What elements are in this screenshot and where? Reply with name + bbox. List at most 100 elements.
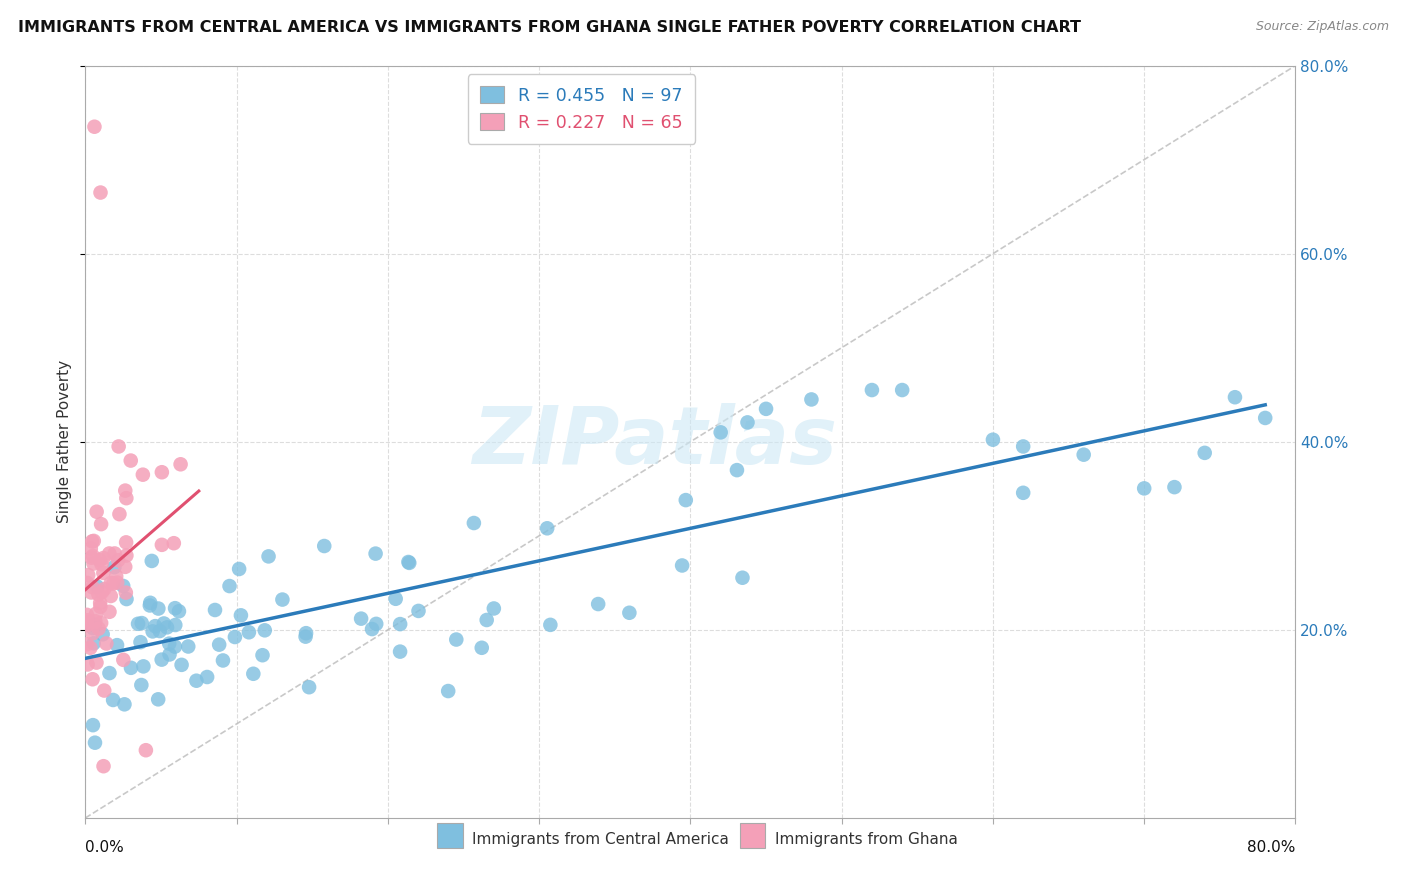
Text: Immigrants from Ghana: Immigrants from Ghana bbox=[775, 832, 957, 847]
Point bbox=[1012, 485, 1035, 500]
Point bbox=[79, 640, 101, 655]
Point bbox=[366, 616, 388, 631]
Text: 0.0%: 0.0% bbox=[86, 840, 124, 855]
Point bbox=[295, 626, 318, 640]
Point bbox=[112, 653, 135, 667]
Point bbox=[1194, 446, 1216, 460]
Point bbox=[114, 698, 136, 712]
Point bbox=[204, 603, 226, 617]
Point bbox=[471, 640, 494, 655]
Point bbox=[1163, 480, 1185, 494]
Point bbox=[364, 547, 387, 561]
Text: Immigrants from Central America: Immigrants from Central America bbox=[472, 832, 730, 847]
Point bbox=[389, 617, 412, 632]
Point bbox=[93, 551, 115, 566]
Point bbox=[139, 599, 162, 613]
Point bbox=[384, 591, 406, 606]
Point bbox=[224, 630, 246, 644]
Point bbox=[149, 624, 172, 638]
Point bbox=[177, 640, 200, 654]
Point bbox=[212, 653, 235, 667]
Point bbox=[1012, 440, 1035, 454]
Point bbox=[101, 693, 124, 707]
Point bbox=[80, 550, 103, 565]
Point bbox=[153, 616, 176, 631]
Point bbox=[93, 566, 115, 580]
Point bbox=[77, 568, 100, 582]
Point bbox=[83, 618, 105, 632]
Point bbox=[120, 453, 142, 467]
Point bbox=[91, 627, 114, 641]
Point bbox=[257, 549, 280, 564]
Point bbox=[86, 656, 108, 670]
Point bbox=[80, 541, 103, 556]
Point bbox=[159, 648, 181, 662]
Point bbox=[90, 615, 112, 630]
Point bbox=[755, 401, 778, 416]
Point bbox=[80, 585, 103, 599]
Point bbox=[725, 463, 748, 477]
Point bbox=[165, 601, 187, 615]
Point bbox=[163, 640, 186, 654]
Point bbox=[671, 558, 693, 573]
Point bbox=[446, 632, 468, 647]
Point bbox=[1073, 448, 1095, 462]
Point bbox=[93, 683, 115, 698]
Point bbox=[82, 718, 104, 732]
Point bbox=[1223, 390, 1246, 404]
Point bbox=[538, 618, 561, 632]
Point bbox=[238, 625, 260, 640]
Point bbox=[84, 736, 107, 750]
Point bbox=[437, 684, 460, 698]
Point bbox=[891, 383, 914, 397]
Point bbox=[271, 592, 294, 607]
Point bbox=[100, 589, 122, 603]
Point bbox=[114, 483, 136, 498]
Point bbox=[229, 608, 252, 623]
Point bbox=[800, 392, 823, 407]
Point bbox=[112, 579, 135, 593]
Point bbox=[83, 533, 105, 548]
Point bbox=[104, 546, 127, 560]
Point bbox=[731, 571, 754, 585]
Point bbox=[83, 557, 105, 571]
Point bbox=[89, 553, 111, 567]
Point bbox=[105, 569, 128, 583]
Point bbox=[114, 585, 136, 599]
Point bbox=[98, 605, 121, 619]
Point bbox=[108, 507, 131, 521]
Point bbox=[89, 596, 111, 610]
Point bbox=[139, 596, 162, 610]
Text: ZIPatlas: ZIPatlas bbox=[471, 403, 837, 481]
Point bbox=[115, 549, 138, 563]
Point bbox=[107, 440, 129, 454]
Point bbox=[242, 666, 264, 681]
Text: 80.0%: 80.0% bbox=[1247, 840, 1295, 855]
Point bbox=[167, 604, 190, 618]
Point bbox=[150, 465, 173, 479]
Point bbox=[1254, 411, 1277, 425]
Point bbox=[82, 549, 104, 563]
Point bbox=[93, 582, 115, 597]
Point bbox=[294, 630, 316, 644]
Point bbox=[398, 556, 420, 570]
Point bbox=[115, 535, 138, 549]
Point bbox=[195, 670, 218, 684]
Point bbox=[90, 585, 112, 599]
Point bbox=[93, 759, 115, 773]
Point bbox=[82, 534, 104, 549]
Point bbox=[169, 458, 191, 472]
Point bbox=[89, 599, 111, 614]
Point bbox=[619, 606, 641, 620]
Point bbox=[107, 553, 129, 567]
Point bbox=[76, 575, 98, 590]
Point bbox=[314, 539, 336, 553]
Point bbox=[127, 616, 149, 631]
Point bbox=[143, 619, 166, 633]
Point bbox=[218, 579, 240, 593]
Point bbox=[253, 624, 276, 638]
Point bbox=[76, 607, 98, 622]
Point bbox=[115, 592, 138, 607]
Point bbox=[148, 601, 170, 615]
Point bbox=[115, 491, 138, 505]
